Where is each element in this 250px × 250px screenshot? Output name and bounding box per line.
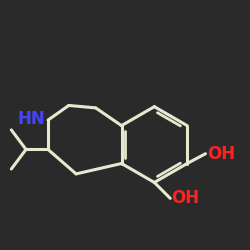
Text: OH: OH: [172, 189, 200, 207]
Text: OH: OH: [207, 145, 235, 163]
Text: HN: HN: [18, 110, 46, 128]
